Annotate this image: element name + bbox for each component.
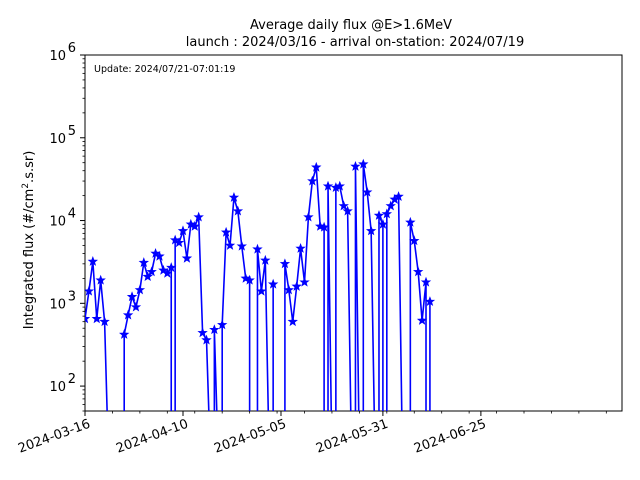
data-point-marker — [420, 276, 432, 287]
data-point-marker — [393, 191, 404, 201]
data-point-marker — [409, 235, 420, 246]
y-tick-label: 10 — [49, 132, 66, 147]
chart-title: Average daily flux @E>1.6MeV — [250, 18, 452, 33]
flux-series-line — [85, 164, 431, 411]
data-point-marker — [311, 161, 322, 172]
y-tick-exponent: 6 — [68, 41, 76, 56]
data-point-marker — [322, 180, 334, 191]
y-tick-label: 10 — [49, 297, 66, 312]
y-tick-label: 10 — [49, 49, 66, 64]
x-tick-label: 2024-03-16 — [16, 417, 92, 457]
data-point-marker — [177, 225, 189, 236]
data-point-marker — [193, 211, 204, 222]
data-point-marker — [303, 211, 314, 222]
x-tick-label: 2024-06-25 — [412, 417, 488, 457]
data-point-marker — [412, 266, 424, 277]
data-point-marker — [197, 327, 208, 338]
data-point-marker — [252, 243, 263, 254]
data-point-marker — [350, 161, 361, 171]
data-point-marker — [169, 234, 181, 245]
data-point-marker — [416, 315, 428, 325]
data-point-marker — [256, 285, 267, 296]
data-point-marker — [381, 208, 393, 219]
data-point-marker — [173, 237, 185, 248]
data-point-marker — [232, 205, 244, 216]
data-point-marker — [138, 257, 149, 268]
data-point-marker — [244, 274, 255, 285]
data-point-marker — [342, 205, 353, 216]
data-point-marker — [318, 221, 330, 232]
data-point-marker — [85, 285, 95, 296]
series-layer — [85, 158, 436, 411]
plot-frame — [84, 54, 623, 412]
flux-series-markers — [85, 158, 436, 345]
data-point-marker — [181, 252, 193, 263]
y-minor-ticks — [82, 58, 85, 412]
data-point-marker — [299, 276, 310, 287]
data-point-marker — [166, 262, 177, 273]
data-point-marker — [424, 296, 436, 306]
data-point-marker — [405, 216, 416, 227]
data-point-marker — [154, 250, 165, 261]
data-point-marker — [267, 278, 279, 289]
data-point-marker — [224, 240, 236, 250]
data-point-marker — [287, 316, 298, 327]
y-tick-label: 10 — [49, 215, 66, 230]
y-axis-label: Integrated flux (#/cm2.s.sr) — [21, 151, 37, 330]
data-point-marker — [126, 291, 138, 302]
x-tick-label: 2024-05-05 — [212, 417, 288, 457]
x-tick-label: 2024-05-31 — [314, 417, 390, 457]
data-point-marker — [365, 225, 377, 236]
data-point-marker — [362, 186, 373, 197]
data-point-marker — [85, 313, 91, 324]
data-point-marker — [283, 284, 295, 295]
data-point-marker — [91, 313, 102, 324]
data-point-marker — [142, 271, 153, 282]
data-point-marker — [260, 254, 271, 265]
data-point-marker — [338, 200, 349, 211]
y-tick-exponent: 3 — [68, 289, 76, 304]
y-tick-label: 10 — [49, 380, 66, 395]
data-point-marker — [291, 280, 302, 291]
data-point-marker — [95, 274, 106, 285]
data-point-marker — [87, 256, 99, 266]
data-point-marker — [130, 301, 142, 312]
data-point-marker — [189, 220, 200, 231]
data-point-marker — [377, 218, 389, 229]
data-point-marker — [228, 192, 240, 202]
data-point-marker — [279, 258, 291, 269]
data-point-marker — [307, 175, 318, 186]
x-tick-label: 2024-04-10 — [114, 417, 190, 457]
data-point-marker — [146, 266, 157, 277]
data-point-marker — [220, 226, 232, 237]
data-point-marker — [373, 210, 385, 220]
data-point-marker — [119, 329, 130, 339]
chart-subtitle: launch : 2024/03/16 - arrival on-station… — [186, 35, 524, 50]
data-point-marker — [385, 200, 396, 211]
update-annotation: Update: 2024/07/21-07:01:19 — [94, 64, 235, 75]
data-point-marker — [134, 284, 146, 295]
data-point-marker — [99, 316, 110, 327]
data-point-marker — [209, 324, 220, 335]
x-axis-ticks: 2024-03-16 2024-04-10 2024-05-05 2024-05-31… — [16, 411, 607, 457]
y-tick-exponent: 2 — [68, 372, 76, 387]
data-point-marker — [122, 309, 134, 320]
data-point-marker — [334, 180, 345, 191]
y-tick-exponent: 4 — [68, 207, 76, 222]
data-point-marker — [216, 319, 228, 330]
data-point-marker — [201, 334, 212, 345]
y-tick-exponent: 5 — [68, 124, 76, 139]
data-point-marker — [295, 243, 306, 253]
data-point-marker — [358, 158, 369, 169]
data-point-marker — [236, 240, 247, 251]
data-point-marker — [162, 267, 173, 278]
